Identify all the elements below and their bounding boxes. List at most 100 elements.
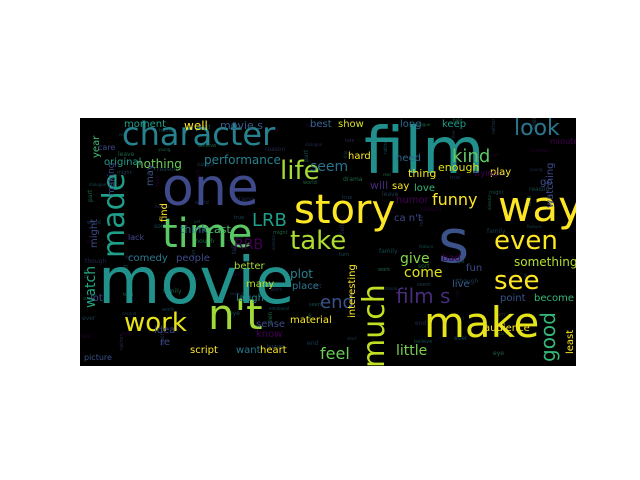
filler-word: start (191, 276, 201, 281)
filler-word: dialogue (305, 142, 323, 147)
filler-word: true (450, 175, 461, 181)
word-place: place (292, 281, 319, 292)
word-material: material (290, 315, 332, 326)
filler-word: director (487, 194, 492, 210)
word-want: want (236, 345, 261, 356)
filler-word: eye (121, 330, 132, 337)
filler-word: seem (309, 302, 323, 308)
filler-word: work (162, 307, 175, 313)
filler-word: tale (453, 118, 463, 124)
word-plot: plot (290, 267, 313, 281)
word-one: one (162, 158, 259, 218)
word-cast: cast (208, 223, 231, 236)
word-best: best (310, 119, 332, 130)
filler-word: real (383, 172, 391, 177)
filler-word: start (83, 296, 93, 301)
filler-word: turn (231, 272, 242, 278)
word-original: original (104, 157, 142, 168)
filler-word: rather (491, 118, 497, 134)
word-come: come (404, 265, 443, 281)
filler-word: quite (341, 214, 352, 219)
word-go: go (540, 177, 553, 188)
word-nt: n't (208, 290, 263, 339)
word-say: say (392, 181, 410, 192)
filler-word: second (122, 311, 137, 316)
filler-word: ever (454, 335, 468, 342)
filler-word: human (531, 148, 549, 154)
filler-word: might (273, 230, 288, 236)
word-may: may (145, 164, 156, 186)
filler-word: reason (265, 146, 286, 153)
word-need: need (396, 153, 421, 164)
word-keep: keep (442, 119, 467, 130)
filler-word: leave (382, 191, 399, 198)
word-know: know (256, 329, 283, 340)
filler-word: turn (123, 292, 134, 298)
word-lrb: LRB (252, 210, 287, 231)
word-work: work (124, 308, 187, 338)
word-films: film s (396, 284, 451, 308)
filler-word: seem (525, 262, 539, 268)
filler-word: eye (229, 310, 240, 317)
word-take: take (290, 226, 347, 256)
filler-word: might (381, 210, 396, 216)
filler-word: emotional (377, 286, 398, 291)
word-humor: humor (396, 195, 429, 206)
word-funny: funny (432, 190, 478, 209)
filler-word: human (267, 344, 285, 350)
word-make: make (424, 298, 540, 347)
word-least: least (565, 329, 576, 354)
filler-word: real (491, 152, 499, 157)
filler-word: might (117, 170, 132, 176)
word-idea: idea (154, 325, 176, 336)
word-enough: enough (438, 161, 480, 174)
filler-word: believe (198, 143, 217, 149)
filler-word: family (379, 248, 398, 255)
filler-word: dialogue (89, 182, 107, 187)
word-better: better (234, 261, 265, 272)
word-nothing: nothing (136, 157, 182, 171)
filler-word: believe (306, 123, 325, 129)
word-look: look (514, 118, 560, 141)
filler-word: feature (419, 244, 434, 249)
filler-word: world (87, 220, 101, 226)
filler-word: though (193, 238, 215, 245)
word-well: well (184, 119, 208, 133)
filler-word: seem (417, 282, 431, 288)
filler-word: sort (154, 223, 166, 230)
filler-word: sort (310, 283, 322, 290)
filler-word: ever (82, 315, 96, 322)
word-interesting: interesting (347, 264, 358, 318)
word-film: film (364, 118, 485, 189)
word-many: many (246, 279, 275, 290)
word-think: think (180, 223, 208, 236)
word-will: will (370, 179, 389, 192)
word-lot: lot (90, 293, 103, 304)
filler-word: feature (155, 204, 170, 209)
word-see: see (494, 266, 540, 296)
word-laugh: laugh (236, 293, 264, 304)
word-bad: bad (442, 253, 461, 264)
word-end: end (320, 292, 354, 313)
filler-word: true (234, 215, 245, 221)
filler-word: quite (233, 234, 244, 239)
filler-word: yet (302, 199, 309, 204)
word-lack: lack (128, 233, 145, 242)
word-movie: movie (98, 245, 295, 319)
filler-word: though (85, 258, 107, 265)
filler-word: family (163, 288, 182, 295)
filler-word: sort (526, 243, 538, 250)
word-care: care (98, 143, 116, 152)
word-become: become (534, 293, 575, 304)
filler-word: reason (529, 186, 550, 193)
word-s: s (438, 207, 470, 277)
filler-word: ever (346, 119, 360, 126)
word-kind: kind (452, 146, 491, 167)
filler-word: young (266, 127, 279, 132)
filler-word: emotional (269, 306, 290, 311)
word-re: re (160, 337, 171, 348)
filler-word: leave (490, 171, 507, 178)
filler-word: true (126, 235, 137, 241)
word-cloud: family true dialogue seen turn yet reason rathe… (80, 118, 576, 366)
word-play: play (490, 167, 512, 178)
